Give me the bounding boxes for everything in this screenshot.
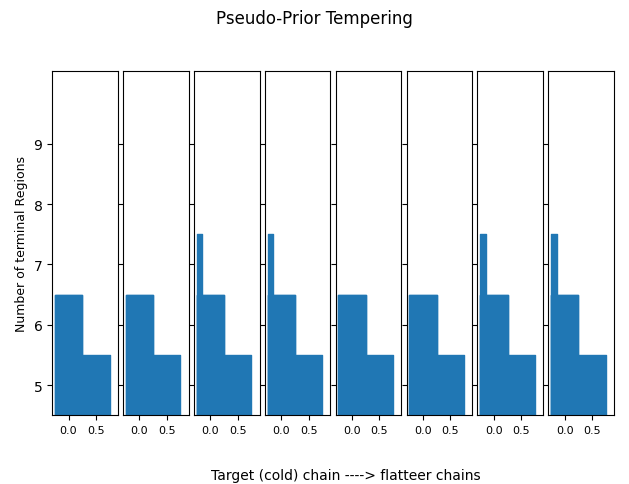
Text: Target (cold) chain ----> flatteer chains: Target (cold) chain ----> flatteer chain… [211, 468, 481, 482]
Y-axis label: Number of terminal Regions: Number of terminal Regions [15, 156, 28, 332]
Text: Pseudo-Prior Tempering: Pseudo-Prior Tempering [216, 10, 413, 28]
